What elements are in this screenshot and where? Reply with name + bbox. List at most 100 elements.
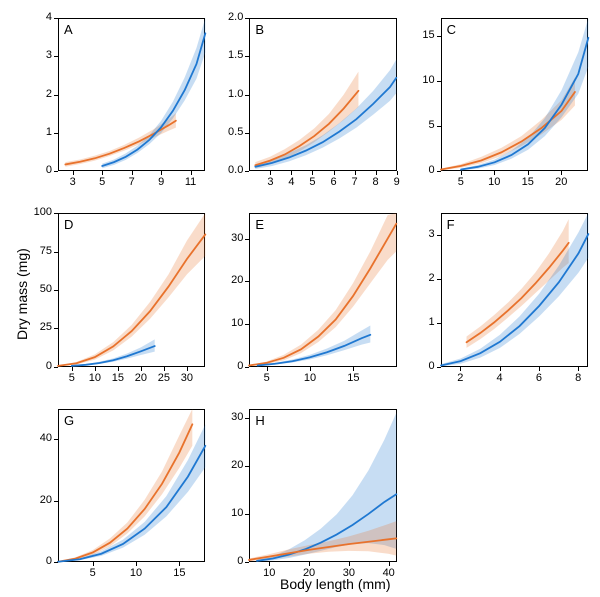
panel-G-svg <box>58 409 205 562</box>
panel-F-xtick-mark <box>460 367 461 371</box>
panel-A-ytick-mark <box>54 56 58 57</box>
panel-H-ytick-label: 0 <box>213 556 243 567</box>
panel-H-xtick-label: 30 <box>343 568 355 579</box>
x-axis-label: Body length (mm) <box>280 576 390 592</box>
panel-B-xtick-mark <box>376 171 377 175</box>
panel-G-xtick-mark <box>136 562 137 566</box>
panel-A-xtick-label: 7 <box>129 177 135 188</box>
panel-F-xtick-mark <box>578 367 579 371</box>
panel-B-xtick-mark <box>312 171 313 175</box>
panel-A-ytick-label: 0 <box>22 165 52 176</box>
panel-G-ytick-label: 40 <box>22 433 52 444</box>
panel-B-ytick-mark <box>245 171 249 172</box>
panel-G-line-blue <box>58 445 205 561</box>
panel-C-xtick-mark <box>528 171 529 175</box>
panel-F-ytick-label: 2 <box>405 273 435 284</box>
panel-E-ribbon-orange <box>249 213 396 366</box>
panel-D-xtick-mark <box>187 367 188 371</box>
panel-C-ytick-label: 10 <box>405 75 435 86</box>
panel-C-ytick-mark <box>437 36 441 37</box>
panel-H-ytick-label: 10 <box>213 508 243 519</box>
panel-A-xtick-mark <box>73 171 74 175</box>
panel-label-B: B <box>255 22 264 37</box>
panel-D-xtick-label: 25 <box>158 373 170 384</box>
panel-F-ytick-mark <box>437 235 441 236</box>
panel-D-ytick-label: 50 <box>22 284 52 295</box>
panel-C-ytick-mark <box>437 171 441 172</box>
panel-D-xtick-label: 5 <box>69 373 75 384</box>
panel-B-ytick-mark <box>245 56 249 57</box>
panel-C-xtick-label: 20 <box>555 177 567 188</box>
panel-A-ytick-mark <box>54 171 58 172</box>
panel-C-ribbon-blue <box>461 18 588 170</box>
panel-C-ytick-mark <box>437 81 441 82</box>
panel-A-ytick-label: 2 <box>22 89 52 100</box>
panel-F-ytick-mark <box>437 367 441 368</box>
panel-A-xtick-mark <box>191 171 192 175</box>
panel-H-xtick-label: 10 <box>263 568 275 579</box>
panel-E-ytick-label: 0 <box>213 361 243 372</box>
panel-G-xtick-label: 5 <box>90 568 96 579</box>
panel-C-xtick-mark <box>561 171 562 175</box>
panel-B-xtick-label: 3 <box>267 177 273 188</box>
panel-H-xtick-mark <box>269 562 270 566</box>
panel-B-ytick-mark <box>245 18 249 19</box>
panel-D-ytick-label: 75 <box>22 246 52 257</box>
panel-C-xtick-mark <box>494 171 495 175</box>
panel-label-F: F <box>447 217 455 232</box>
panel-D-xtick-mark <box>95 367 96 371</box>
panel-F-xtick-mark <box>539 367 540 371</box>
panel-C-ytick-label: 0 <box>405 165 435 176</box>
panel-B-xtick-label: 6 <box>330 177 336 188</box>
panel-F-ytick-label: 3 <box>405 229 435 240</box>
panel-A-xtick-mark <box>102 171 103 175</box>
panel-F-svg <box>441 213 588 366</box>
panel-H-xtick-mark <box>309 562 310 566</box>
panel-E-svg <box>249 213 396 366</box>
panel-C-xtick-label: 5 <box>458 177 464 188</box>
panel-C-xtick-mark <box>461 171 462 175</box>
panel-G-xtick-mark <box>179 562 180 566</box>
panel-C-ytick-mark <box>437 126 441 127</box>
panel-B-xtick-label: 5 <box>309 177 315 188</box>
panel-B-xtick-label: 4 <box>288 177 294 188</box>
panel-B-xtick-label: 9 <box>394 177 400 188</box>
panel-D-xtick-label: 15 <box>112 373 124 384</box>
panel-E-xtick-mark <box>267 367 268 371</box>
panel-F-xtick-label: 2 <box>457 373 463 384</box>
panel-A-xtick-label: 9 <box>158 177 164 188</box>
panel-D-ytick-mark <box>54 328 58 329</box>
panel-D-ytick-mark <box>54 213 58 214</box>
panel-B-xtick-mark <box>291 171 292 175</box>
panel-D-ytick-mark <box>54 252 58 253</box>
panel-B-ytick-mark <box>245 133 249 134</box>
panel-E-ytick-label: 10 <box>213 318 243 329</box>
panel-D-xtick-mark <box>164 367 165 371</box>
panel-A-ribbon-blue <box>102 18 205 168</box>
panel-B-ytick-label: 0.5 <box>213 127 243 138</box>
panel-F-xtick-label: 4 <box>497 373 503 384</box>
panel-G-ytick-label: 20 <box>22 495 52 506</box>
panel-F-ytick-label: 1 <box>405 317 435 328</box>
panel-B-ytick-label: 1.5 <box>213 50 243 61</box>
figure-container: Dry mass (mg) Body length (mm) A35791101… <box>0 0 600 597</box>
panel-H-xtick-label: 20 <box>303 568 315 579</box>
panel-F-ytick-mark <box>437 323 441 324</box>
panel-H-ytick-mark <box>245 466 249 467</box>
panel-G-xtick-label: 10 <box>130 568 142 579</box>
panel-label-E: E <box>255 217 264 232</box>
panel-H-ytick-mark <box>245 418 249 419</box>
panel-B-ytick-label: 2.0 <box>213 12 243 23</box>
panel-H-ytick-mark <box>245 514 249 515</box>
panel-E-xtick-label: 10 <box>304 373 316 384</box>
panel-label-C: C <box>447 22 456 37</box>
panel-F-xtick-label: 6 <box>536 373 542 384</box>
panel-H-xtick-mark <box>349 562 350 566</box>
panel-E-ytick-mark <box>245 367 249 368</box>
panel-E-ytick-label: 20 <box>213 275 243 286</box>
panel-D-xtick-mark <box>72 367 73 371</box>
panel-B-ribbon-blue <box>256 59 397 169</box>
panel-H-xtick-mark <box>389 562 390 566</box>
panel-H-svg <box>249 409 396 562</box>
panel-D-svg <box>58 213 205 366</box>
